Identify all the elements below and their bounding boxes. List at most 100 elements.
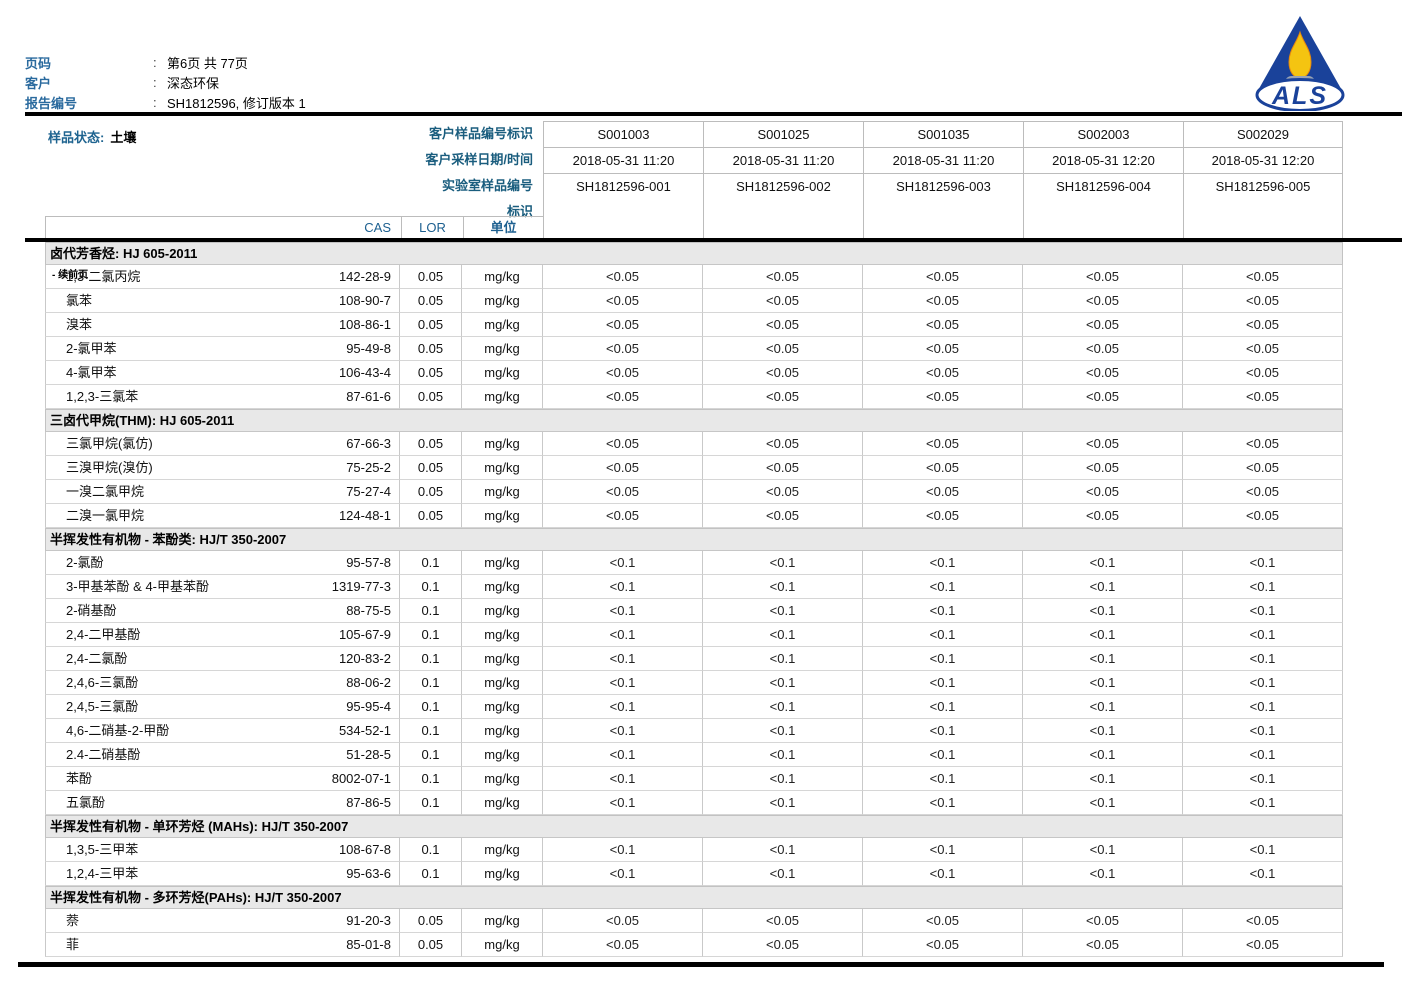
analyte-name-cas-cell: 1,3,5-三甲苯 108-67-8	[45, 838, 400, 862]
analyte-name: 2,4-二甲基酚	[66, 627, 141, 642]
result-value-cell: <0.05	[1183, 909, 1343, 933]
result-value-cell: <0.1	[543, 647, 703, 671]
top-divider-rule	[25, 112, 1402, 116]
result-value-cell: <0.05	[703, 385, 863, 409]
colon: :	[153, 94, 157, 110]
sample-id-cell: S002029	[1183, 121, 1343, 147]
analyte-lor-cell: 0.1	[400, 743, 462, 767]
result-value-cell: <0.1	[703, 838, 863, 862]
client-label: 客户	[25, 75, 52, 91]
result-value-cell: <0.1	[863, 862, 1023, 886]
result-value-cell: <0.05	[863, 313, 1023, 337]
analyte-lor-cell: 0.1	[400, 719, 462, 743]
matrix-label: 样品状态:	[48, 130, 105, 145]
result-value-cell: <0.1	[703, 743, 863, 767]
result-value-cell: <0.05	[1183, 313, 1343, 337]
analyte-name: 五氯酚	[66, 795, 106, 810]
lor-column-header: LOR	[401, 216, 463, 238]
analyte-row: 2,4-二甲基酚 105-67-9 0.1 mg/kg <0.1 <0.1 <0.1 <0.1…	[45, 623, 1343, 647]
analyte-row: 1,2,4-三甲苯 95-63-6 0.1 mg/kg <0.1 <0.1 <0.1 <0.1…	[45, 862, 1343, 886]
analyte-name-cas-cell: 4,6-二硝基-2-甲酚 534-52-1	[45, 719, 400, 743]
result-value-cell: <0.05	[1183, 933, 1343, 957]
result-value-cell: <0.1	[543, 623, 703, 647]
result-value-cell: <0.1	[703, 695, 863, 719]
analyte-name: 2,4,5-三氯酚	[66, 699, 139, 714]
result-value-cell: <0.05	[703, 432, 863, 456]
result-value-cell: <0.05	[1023, 504, 1183, 528]
report-number-value: SH1812596, 修订版本 1	[167, 95, 306, 111]
analyte-row: 4-氯甲苯 106-43-4 0.05 mg/kg <0.05 <0.05 <0.05 <0.…	[45, 361, 1343, 385]
analyte-unit-cell: mg/kg	[462, 504, 543, 528]
result-value-cell: <0.05	[703, 456, 863, 480]
result-value-cell: <0.05	[863, 456, 1023, 480]
analyte-name-cas-cell: 2-硝基酚 88-75-5	[45, 599, 400, 623]
result-value-cell: <0.1	[1023, 838, 1183, 862]
section-header-row: 半挥发性有机物 - 苯酚类: HJ/T 350-2007	[45, 528, 1343, 551]
sample-id-cell: S001035	[863, 121, 1023, 147]
result-value-cell: <0.05	[863, 337, 1023, 361]
results-table-body: 卤代芳香烃: HJ 605-2011 - 续前页 1,3-二氯丙烷 142-28-9…	[45, 242, 1343, 957]
analyte-lor-cell: 0.05	[400, 313, 462, 337]
analyte-lor-cell: 0.05	[400, 504, 462, 528]
analyte-unit-cell: mg/kg	[462, 933, 543, 957]
result-value-cell: <0.1	[863, 599, 1023, 623]
result-value-cell: <0.1	[1023, 862, 1183, 886]
analyte-lor-cell: 0.05	[400, 432, 462, 456]
result-value-cell: <0.05	[1183, 361, 1343, 385]
section-title: 卤代芳香烃: HJ 605-2011	[50, 246, 198, 261]
analyte-unit-cell: mg/kg	[462, 385, 543, 409]
result-value-cell: <0.05	[1023, 480, 1183, 504]
analyte-unit-cell: mg/kg	[462, 361, 543, 385]
analyte-unit-cell: mg/kg	[462, 289, 543, 313]
result-value-cell: <0.05	[1183, 385, 1343, 409]
cas-column-header: CAS	[45, 216, 401, 238]
analyte-cas: 8002-07-1	[331, 771, 391, 786]
analyte-unit-cell: mg/kg	[462, 791, 543, 815]
result-value-cell: <0.05	[703, 337, 863, 361]
result-value-cell: <0.05	[863, 504, 1023, 528]
sample-datetime-cell: 2018-05-31 12:20	[1023, 147, 1183, 173]
result-value-cell: <0.05	[1183, 504, 1343, 528]
page-number-label: 页码	[25, 55, 52, 71]
sample-datetime-cell: 2018-05-31 11:20	[863, 147, 1023, 173]
result-value-cell: <0.05	[863, 385, 1023, 409]
result-value-cell: <0.1	[1023, 743, 1183, 767]
result-value-cell: <0.05	[543, 933, 703, 957]
result-value-cell: <0.05	[1183, 265, 1343, 289]
analyte-name: 二溴一氯甲烷	[66, 508, 145, 523]
analyte-lor-cell: 0.1	[400, 838, 462, 862]
result-value-cell: <0.1	[1183, 862, 1343, 886]
analyte-name: 3-甲基苯酚 & 4-甲基苯酚	[66, 579, 210, 594]
section-title: 半挥发性有机物 - 苯酚类: HJ/T 350-2007	[50, 532, 287, 547]
sample-header-left: 样品状态: 土壤 客户样品编号标识 客户采样日期/时间 实验室样品编号 标识	[45, 121, 543, 238]
result-value-cell: <0.05	[543, 504, 703, 528]
analyte-name: 2-硝基酚	[66, 603, 117, 618]
result-value-cell: <0.05	[703, 265, 863, 289]
sample-datetime-cell: 2018-05-31 11:20	[543, 147, 703, 173]
analyte-row: 2,4,5-三氯酚 95-95-4 0.1 mg/kg <0.1 <0.1 <0.1 <0.1…	[45, 695, 1343, 719]
analyte-cas: 1319-77-3	[331, 579, 391, 594]
sample-header-row-labels: 客户样品编号标识 客户采样日期/时间 实验室样品编号 标识	[233, 121, 533, 225]
result-value-cell: <0.05	[703, 289, 863, 313]
analyte-unit-cell: mg/kg	[462, 767, 543, 791]
analyte-name-cas-cell: 2,4-二氯酚 120-83-2	[45, 647, 400, 671]
analyte-name-cas-cell: 菲 85-01-8	[45, 933, 400, 957]
analyte-lor-cell: 0.1	[400, 791, 462, 815]
result-value-cell: <0.1	[863, 575, 1023, 599]
result-value-cell: <0.05	[703, 480, 863, 504]
result-value-cell: <0.1	[1183, 623, 1343, 647]
result-value-cell: <0.05	[543, 385, 703, 409]
result-value-cell: <0.05	[543, 361, 703, 385]
analyte-row: 1,3-二氯丙烷 142-28-9 0.05 mg/kg <0.05 <0.05 <0.05…	[45, 265, 1343, 289]
sample-spacer-cell	[703, 199, 863, 238]
analyte-lor-cell: 0.05	[400, 337, 462, 361]
result-value-cell: <0.1	[543, 599, 703, 623]
result-value-cell: <0.1	[543, 791, 703, 815]
result-value-cell: <0.1	[1023, 791, 1183, 815]
analyte-lor-cell: 0.05	[400, 265, 462, 289]
unit-column-header: 单位	[463, 216, 544, 238]
analyte-lor-cell: 0.05	[400, 385, 462, 409]
analyte-name-cas-cell: 1,2,3-三氯苯 87-61-6	[45, 385, 400, 409]
result-value-cell: <0.1	[1183, 767, 1343, 791]
result-value-cell: <0.05	[703, 909, 863, 933]
